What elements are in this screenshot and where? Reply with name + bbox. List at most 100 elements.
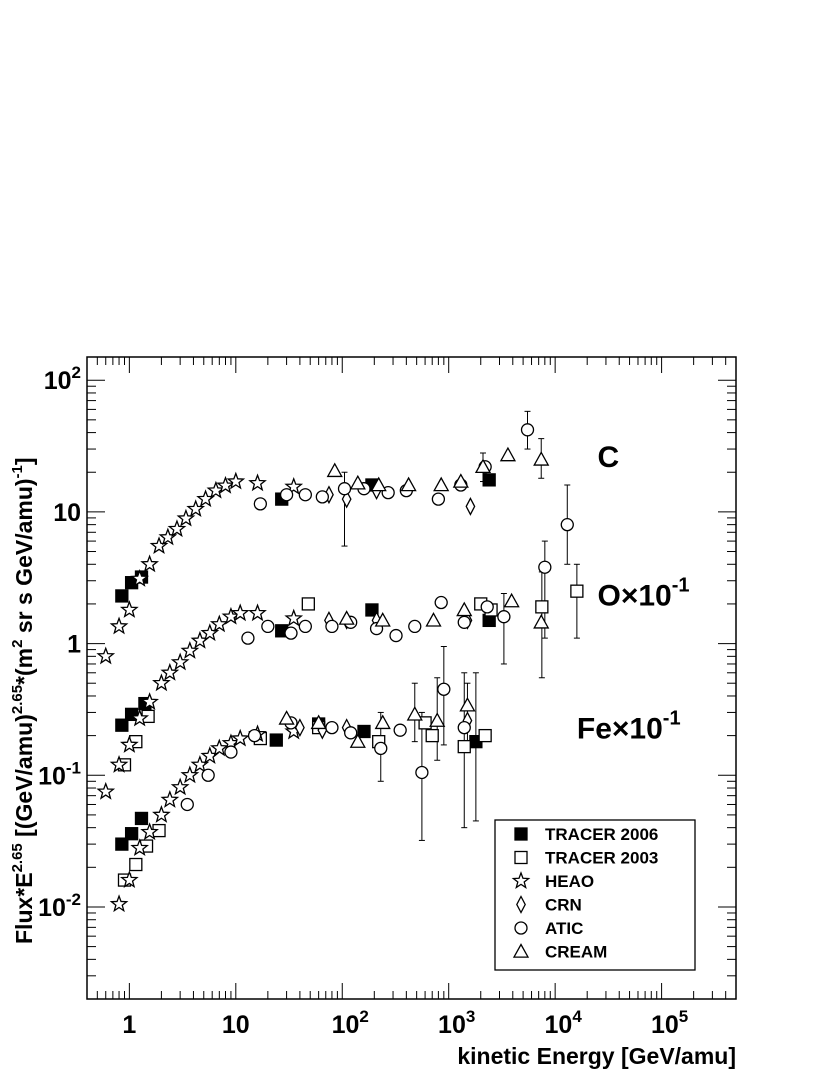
data-point (119, 600, 139, 618)
x-tick-label: 103 (438, 1007, 475, 1039)
data-point (298, 619, 312, 634)
data-point (560, 517, 574, 532)
data-point (124, 827, 139, 841)
data-point (325, 619, 339, 634)
y-title-base: Flux*E (11, 872, 37, 944)
data-point (538, 560, 552, 574)
legend-label: TRACER 2006 (545, 825, 658, 844)
data-point (109, 616, 129, 635)
series-heao (96, 471, 304, 913)
data-point (326, 462, 343, 478)
y-title-exp2: 2.65 (9, 685, 26, 714)
data-point (134, 811, 149, 826)
y-title-exp4: -1 (9, 465, 26, 478)
legend: TRACER 2006 TRACER 2003 HEAO CRN ATIC CREAM (494, 819, 696, 971)
data-point (456, 601, 473, 617)
legend-marker (514, 921, 528, 935)
data-point (457, 615, 471, 629)
data-point (344, 726, 358, 740)
data-point (160, 662, 180, 681)
legend-marker (511, 871, 531, 889)
y-tick-label: 10 (53, 499, 81, 527)
x-tick-label: 104 (545, 1007, 583, 1039)
y-tick-label: 10-2 (38, 890, 81, 922)
data-point (119, 870, 139, 889)
data-point (433, 476, 450, 492)
panel-annotations: C O×10-1 Fe×10-1 (577, 441, 690, 746)
data-point (349, 733, 366, 748)
x-tick-label: 102 (332, 1007, 369, 1039)
data-point (130, 708, 150, 727)
y-title-mid2: *(m (11, 648, 37, 685)
y-title-tail: sr s GeV/amu) (11, 478, 37, 639)
legend-label: ATIC (545, 919, 583, 938)
legend-marker (512, 943, 530, 958)
y-title-exp3: 2 (9, 640, 26, 648)
legend-label: CRN (545, 896, 582, 915)
data-point (425, 728, 439, 743)
data-point (520, 423, 535, 437)
y-title-end: ] (11, 457, 37, 465)
panel-label: C (598, 441, 620, 474)
data-point (115, 837, 129, 851)
data-point (533, 613, 550, 629)
data-point (499, 446, 517, 462)
data-point (115, 589, 129, 603)
data-point (349, 474, 366, 490)
data-point (457, 739, 471, 754)
data-point (170, 777, 190, 796)
data-point (253, 497, 267, 511)
data-point (315, 490, 329, 504)
data-point (459, 696, 476, 712)
data-point (482, 473, 496, 487)
x-axis-title: kinetic Energy [GeV/amu] (457, 1043, 736, 1069)
data-point (140, 692, 159, 710)
data-point (180, 797, 194, 812)
data-point (452, 473, 469, 488)
data-point (176, 508, 196, 527)
data-point (224, 745, 238, 759)
axis-ticks (86, 357, 737, 1000)
data-point (533, 451, 550, 466)
series-crn (294, 481, 476, 740)
plot-frame (86, 356, 737, 1000)
data-point (437, 682, 451, 696)
panel-label: O×10-1 (598, 574, 690, 612)
data-point (301, 597, 315, 611)
data-point (415, 765, 429, 780)
tick-labels: 1 10 102 103 104 105 10-2 10-1 1 10 102 (38, 363, 688, 1039)
data-point (209, 738, 229, 757)
data-point (209, 614, 229, 633)
y-title-exp1: 2.65 (9, 843, 26, 872)
panel-label: Fe×10-1 (577, 708, 681, 746)
legend-label: HEAO (545, 872, 594, 891)
y-title-mid: [(GeV/amu) (11, 714, 37, 843)
data-point (180, 765, 200, 784)
data-point (374, 612, 391, 627)
data-point (261, 619, 275, 634)
data-point (284, 476, 304, 495)
data-point (119, 735, 139, 753)
data-point (325, 720, 339, 735)
data-point (170, 652, 190, 671)
data-point (480, 600, 494, 614)
data-point (160, 790, 180, 808)
data-point (140, 554, 159, 573)
data-point (180, 641, 200, 659)
data-point (298, 488, 312, 502)
data-point (230, 728, 250, 747)
x-tick-label: 1 (122, 1011, 136, 1039)
data-point (241, 631, 255, 645)
data-point (196, 489, 215, 508)
data-point (247, 728, 262, 743)
data-point (216, 475, 235, 494)
data-point (96, 781, 116, 800)
data-point (129, 857, 143, 872)
legend-marker (516, 895, 526, 914)
data-point (365, 603, 379, 617)
data-point (152, 805, 171, 823)
data-point (535, 600, 549, 614)
data-point (357, 724, 371, 739)
data-point (503, 592, 520, 608)
data-point (278, 710, 295, 725)
